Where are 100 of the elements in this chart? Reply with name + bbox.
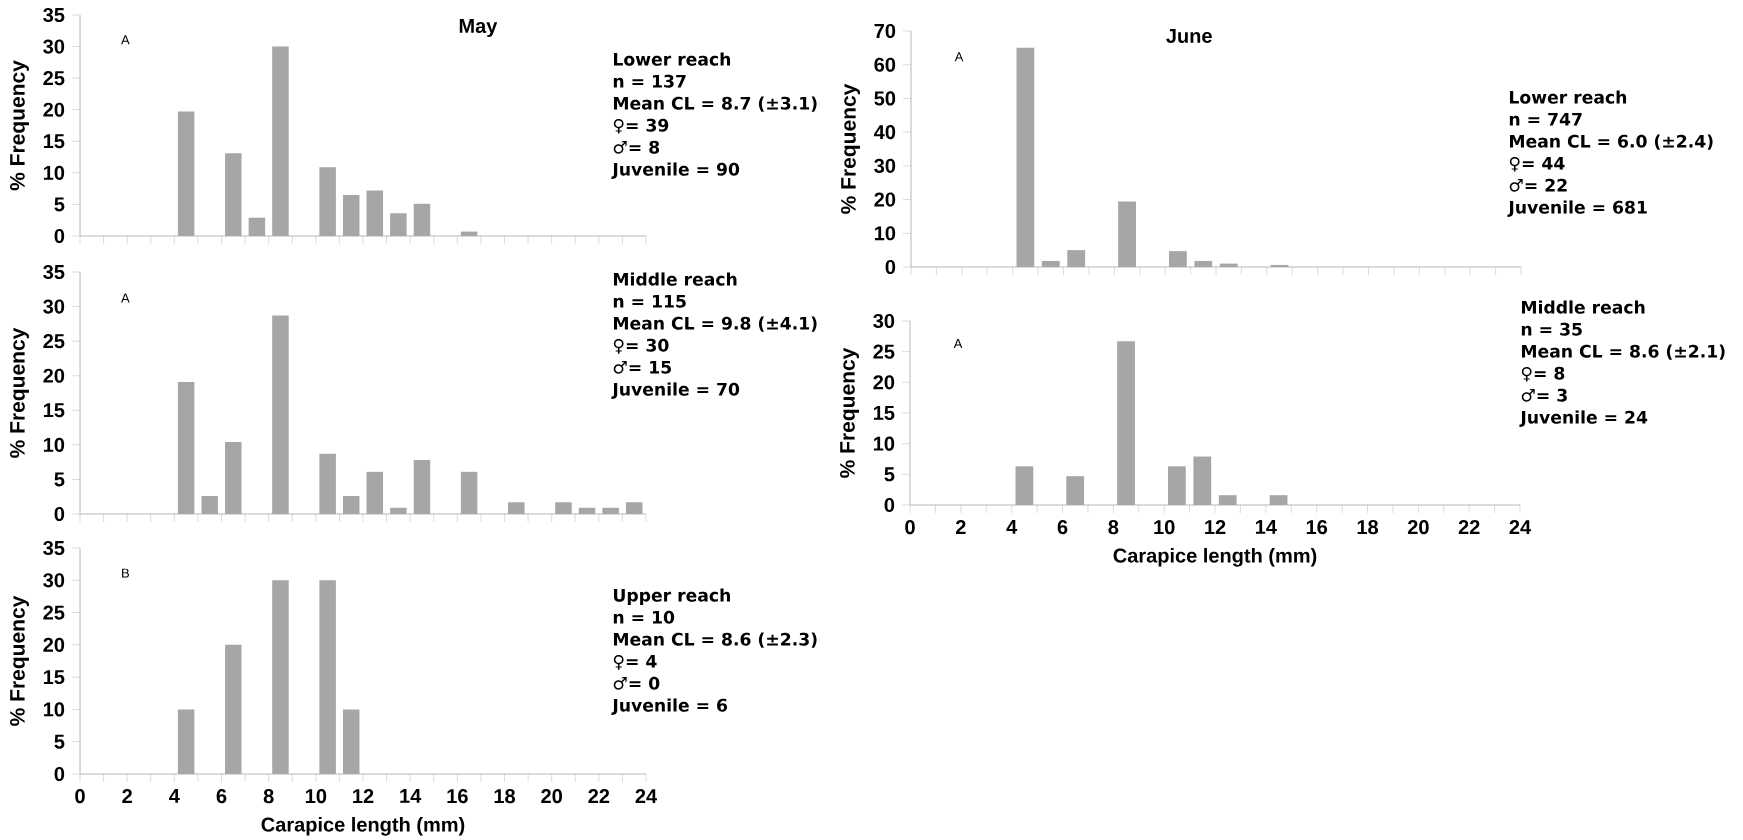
x-axis-title: Carapice length (mm) [1113,547,1317,567]
x-tick-label: 16 [447,789,468,804]
text: ♂= 3 [1521,388,1567,402]
x-tick-label: 8 [263,789,274,804]
y-tick-label: 20 [873,375,895,390]
y-tick-label: 5 [884,467,895,482]
x-axis-title: Carapice length (mm) [261,816,465,836]
y-tick-label: 5 [54,734,65,749]
annotation: n = 747 [1509,112,1582,126]
y-tick-label: 20 [874,192,896,207]
x-tick-label: 0 [75,789,85,804]
y-tick-label: 10 [43,437,65,452]
y-tick-label: 0 [885,259,896,275]
annotation: ♀= 4 [613,654,657,670]
x-tick-label: 2 [122,789,132,804]
annotation: ♂= 22 [1509,178,1567,192]
x-tick-label: 14 [1255,520,1277,534]
x-tick-label: 20 [541,789,562,804]
annotation: ♀= 44 [1509,156,1565,172]
y-tick-label: 35 [43,264,65,280]
y-tick-label: 25 [43,71,65,86]
annotation: Juvenile = 24 [1519,410,1648,427]
x-tick-label: 0 [905,520,915,535]
y-tick-label: 10 [873,436,895,451]
y-tick-label: 70 [874,23,896,39]
x-tick-label: 12 [1205,520,1226,535]
x-tick-label: 18 [494,789,516,804]
annotation: A [121,293,130,303]
annotation: Juvenile = 90 [611,162,740,179]
x-tick-label: 10 [305,789,327,804]
text: n = 35 [1521,322,1582,336]
y-axis-title: % Frequency [840,347,859,478]
x-tick-label: 18 [1357,520,1379,535]
annotation: Middle reach [613,272,737,286]
y-tick-label: 25 [43,605,65,620]
y-axis-title: % Frequency [10,327,29,458]
y-axis-title: % Frequency [10,60,29,191]
text: Mean CL = 8.6 (±2.1) [1521,344,1725,360]
x-tick-label: 22 [588,789,610,804]
annotation: Juvenile = 681 [1507,200,1647,217]
y-tick-label: 20 [43,637,65,652]
x-tick-label: 10 [1154,520,1175,535]
x-tick-label: 4 [169,789,180,803]
y-tick-label: 50 [874,91,896,106]
y-tick-label: 60 [874,57,896,72]
annotation: n = 10 [613,610,675,624]
chart-title: May [459,19,498,37]
annotation: Mean CL = 9.8 (±4.1) [613,316,817,332]
annotation: A [121,35,130,45]
y-tick-label: 10 [874,226,896,241]
annotation: Mean CL = 8.7 (±3.1) [613,96,817,112]
x-tick-label: 4 [1006,520,1018,534]
x-tick-label: 24 [1509,520,1532,535]
y-tick-label: 5 [54,197,65,212]
y-tick-label: 30 [43,299,65,314]
annotation: n = 137 [613,74,686,88]
y-tick-label: 10 [43,165,65,180]
x-tick-label: 20 [1407,520,1429,535]
x-tick-label: 14 [400,789,422,803]
y-tick-label: 15 [43,134,65,149]
y-tick-label: 25 [43,334,65,349]
y-tick-label: 10 [43,702,65,717]
annotation: ♂= 15 [613,360,671,374]
y-tick-label: 35 [43,540,65,556]
x-tick-label: 22 [1458,520,1480,535]
annotation: A [953,339,963,349]
y-axis-title: % Frequency [10,595,29,726]
x-tick-label: 6 [216,789,227,804]
y-tick-label: 40 [874,125,896,140]
y-tick-label: 20 [43,102,65,117]
y-axis-title: % Frequency [841,83,860,214]
y-tick-label: 5 [54,472,65,487]
annotation: Upper reach [613,588,730,606]
annotation: A [954,52,964,62]
text: ♀= 8 [1521,366,1565,382]
annotation: ♀= 30 [613,338,669,354]
annotation: B [122,568,129,578]
y-tick-label: 30 [43,39,65,54]
annotation: Mean CL = 8.6 (±2.3) [613,632,817,648]
y-tick-label: 15 [43,403,65,418]
chart-title: June [1166,28,1212,43]
x-tick-label: 6 [1057,520,1068,535]
annotation: Lower reach [613,52,731,66]
annotation: Mean CL = 6.0 (±2.4) [1509,134,1713,150]
y-tick-label: 30 [873,313,895,329]
annotation: Juvenile = 6 [611,698,728,715]
y-tick-label: 35 [43,7,65,23]
y-tick-label: 30 [43,573,65,588]
y-tick-label: 15 [873,406,895,420]
y-tick-label: 20 [43,368,65,383]
y-tick-label: 30 [874,158,896,173]
annotation: Lower reach [1509,90,1627,104]
annotation: ♂= 0 [613,676,660,690]
x-tick-label: 8 [1108,520,1119,535]
annotation: n = 115 [613,294,686,308]
text: Middle reach [1521,300,1645,314]
x-tick-label: 24 [635,789,658,804]
x-tick-label: 16 [1306,520,1328,535]
y-tick-label: 0 [884,497,895,513]
annotation: ♀= 39 [613,118,669,134]
